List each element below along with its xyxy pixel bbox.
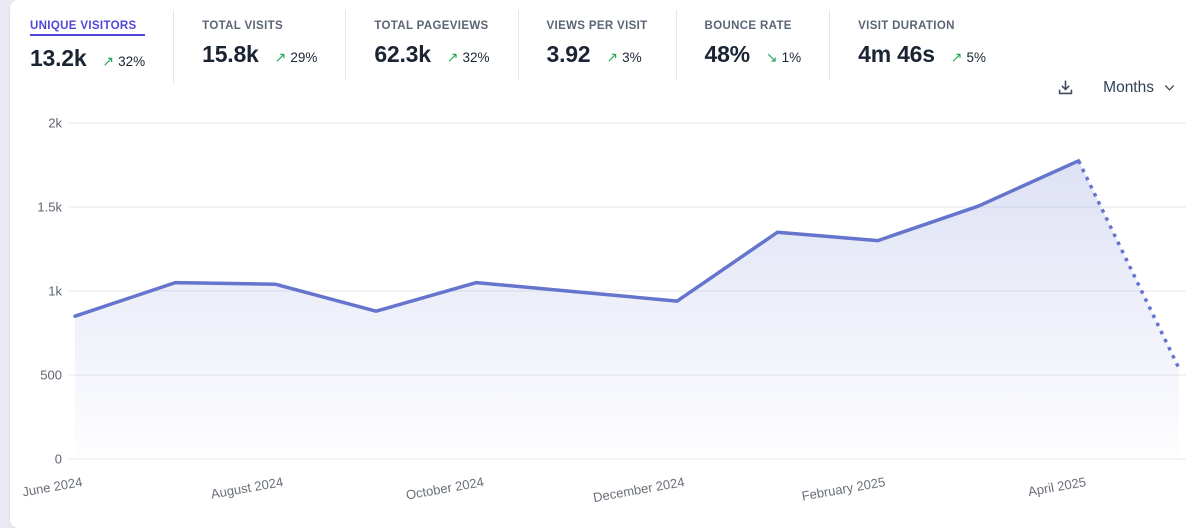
y-tick-label: 2k <box>48 116 62 131</box>
x-tick-label: June 2024 <box>21 474 83 499</box>
y-tick-label: 0 <box>55 452 62 467</box>
metric-change: 29% <box>290 50 318 65</box>
metrics-row: UNIQUE VISITORS 13.2k ↗ 32% TOTAL VISITS… <box>10 0 1192 84</box>
chevron-down-icon <box>1165 85 1174 91</box>
x-tick-label: February 2025 <box>801 474 887 503</box>
trend-up-icon: ↗ <box>274 49 287 65</box>
trend-up-icon: ↗ <box>102 53 115 69</box>
metric-change: 3% <box>622 50 642 65</box>
metric-value: 3.92 <box>546 41 591 67</box>
area-fill <box>75 160 1179 460</box>
metric-visit-duration[interactable]: VISIT DURATION 4m 46s ↗ 5% <box>830 10 1014 80</box>
metric-label: VIEWS PER VISIT <box>546 20 648 32</box>
metric-total-visits[interactable]: TOTAL VISITS 15.8k ↗ 29% <box>174 10 347 80</box>
y-tick-label: 1.5k <box>37 200 62 215</box>
metric-label: TOTAL PAGEVIEWS <box>374 20 489 32</box>
y-tick-label: 1k <box>48 284 62 299</box>
metric-views-per-visit[interactable]: VIEWS PER VISIT 3.92 ↗ 3% <box>519 10 677 80</box>
chart-toolbar: Months <box>1056 78 1176 97</box>
analytics-card: UNIQUE VISITORS 13.2k ↗ 32% TOTAL VISITS… <box>10 0 1192 528</box>
interval-dropdown[interactable]: Months <box>1103 79 1176 97</box>
metric-change: 1% <box>781 50 802 65</box>
trend-line-incomplete <box>1077 160 1181 370</box>
metric-value: 62.3k <box>374 41 431 67</box>
x-tick-label: August 2024 <box>210 474 285 501</box>
trend-up-icon: ↗ <box>446 49 459 65</box>
download-button[interactable] <box>1056 78 1075 97</box>
metric-value: 4m 46s <box>858 41 935 67</box>
trend-line <box>73 159 1081 318</box>
x-tick-label: April 2025 <box>1027 474 1087 499</box>
download-icon <box>1058 80 1073 95</box>
metric-change: 5% <box>966 50 987 65</box>
x-tick-label: October 2024 <box>405 474 485 502</box>
metric-value: 13.2k <box>30 45 87 71</box>
metric-value: 48% <box>704 41 751 67</box>
metric-total-pageviews[interactable]: TOTAL PAGEVIEWS 62.3k ↗ 32% <box>346 10 519 80</box>
visitors-chart[interactable]: 0 500 1k 1.5k 2k June 2024 August 2024 October … <box>10 105 1192 528</box>
trend-up-icon: ↗ <box>950 49 963 65</box>
metric-change: 32% <box>462 50 490 65</box>
metric-label: BOUNCE RATE <box>704 20 792 32</box>
metric-label: VISIT DURATION <box>858 20 955 32</box>
metric-label: UNIQUE VISITORS <box>30 20 146 36</box>
metric-bounce-rate[interactable]: BOUNCE RATE 48% ↘ 1% <box>677 10 831 80</box>
metric-change: 32% <box>118 54 146 69</box>
interval-label: Months <box>1103 78 1154 96</box>
visitors-chart-canvas[interactable]: 0 500 1k 1.5k 2k June 2024 August 2024 October … <box>10 105 1192 528</box>
x-tick-label: December 2024 <box>592 474 686 505</box>
trend-down-icon: ↘ <box>765 49 778 65</box>
y-tick-label: 500 <box>40 368 62 383</box>
metric-value: 15.8k <box>202 41 259 67</box>
metric-unique-visitors[interactable]: UNIQUE VISITORS 13.2k ↗ 32% <box>10 10 175 84</box>
trend-up-icon: ↗ <box>606 49 619 65</box>
metric-label: TOTAL VISITS <box>202 20 283 32</box>
